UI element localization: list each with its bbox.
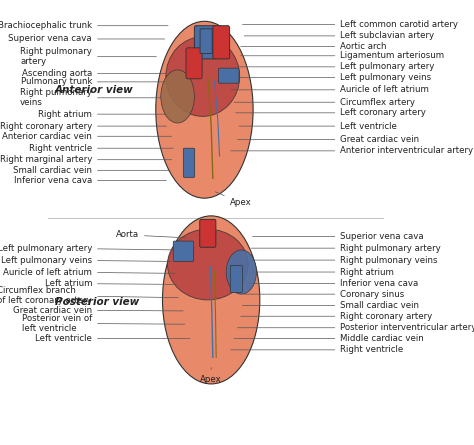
Text: Right coronary artery: Right coronary artery — [241, 312, 433, 321]
FancyBboxPatch shape — [200, 219, 216, 247]
Text: Superior vena cava: Superior vena cava — [253, 232, 424, 241]
Text: Aortic arch: Aortic arch — [241, 42, 387, 51]
Text: Left pulmonary veins: Left pulmonary veins — [1, 255, 172, 265]
Text: Apex: Apex — [201, 368, 222, 384]
FancyBboxPatch shape — [200, 29, 212, 53]
Text: Great cardiac vein: Great cardiac vein — [237, 135, 419, 144]
Text: Auricle of left atrium: Auricle of left atrium — [3, 267, 175, 276]
Ellipse shape — [156, 21, 253, 198]
Text: Left ventricle: Left ventricle — [35, 334, 190, 343]
Text: Auricle of left atrium: Auricle of left atrium — [231, 85, 429, 94]
Text: Right ventricle: Right ventricle — [231, 345, 404, 354]
Text: Inferior vena cava: Inferior vena cava — [247, 279, 419, 288]
Text: Right marginal artery: Right marginal artery — [0, 155, 172, 164]
Text: Right atrium: Right atrium — [38, 109, 168, 119]
Ellipse shape — [167, 229, 248, 300]
Text: Left subclavian artery: Left subclavian artery — [244, 32, 435, 40]
FancyBboxPatch shape — [173, 241, 194, 261]
Text: Anterior interventricular artery: Anterior interventricular artery — [231, 146, 474, 155]
Text: Circumflex branch
of left coronary artery: Circumflex branch of left coronary arter… — [0, 286, 178, 305]
Text: Aorta: Aorta — [116, 231, 187, 239]
Text: Left pulmonary artery: Left pulmonary artery — [0, 244, 173, 253]
Text: Left ventricle: Left ventricle — [239, 121, 397, 130]
Text: Coronary sinus: Coronary sinus — [244, 290, 405, 299]
FancyBboxPatch shape — [219, 68, 239, 83]
Text: Anterior view: Anterior view — [55, 85, 134, 95]
FancyBboxPatch shape — [186, 48, 202, 79]
Text: Superior vena cava: Superior vena cava — [9, 34, 165, 44]
Text: Small cardiac vein: Small cardiac vein — [13, 166, 170, 175]
Text: Brachiocephalic trunk: Brachiocephalic trunk — [0, 21, 168, 30]
Text: Right ventricle: Right ventricle — [29, 144, 173, 153]
Text: Ligamentum arteriosum: Ligamentum arteriosum — [241, 51, 445, 60]
Text: Small cardiac vein: Small cardiac vein — [243, 301, 419, 310]
Ellipse shape — [226, 250, 256, 294]
Text: Right coronary artery: Right coronary artery — [0, 121, 166, 130]
Text: Left pulmonary artery: Left pulmonary artery — [237, 62, 435, 71]
Ellipse shape — [163, 216, 260, 384]
Text: Right pulmonary
veins: Right pulmonary veins — [20, 88, 161, 108]
FancyBboxPatch shape — [194, 26, 216, 59]
Text: Right pulmonary
artery: Right pulmonary artery — [20, 47, 156, 66]
Text: Right pulmonary veins: Right pulmonary veins — [249, 255, 438, 265]
Text: Ascending aorta: Ascending aorta — [22, 69, 166, 78]
Text: Left coronary artery: Left coronary artery — [236, 108, 426, 117]
Text: Posterior interventricular artery: Posterior interventricular artery — [237, 323, 474, 332]
Ellipse shape — [161, 70, 194, 123]
Ellipse shape — [166, 37, 240, 116]
Text: Pulmonary trunk: Pulmonary trunk — [20, 77, 165, 86]
Text: Right pulmonary artery: Right pulmonary artery — [251, 244, 441, 253]
FancyBboxPatch shape — [213, 26, 229, 59]
FancyBboxPatch shape — [230, 265, 242, 292]
Text: Posterior view: Posterior view — [55, 297, 139, 307]
Text: Posterior vein of
left ventricle: Posterior vein of left ventricle — [22, 314, 185, 333]
Text: Left pulmonary veins: Left pulmonary veins — [237, 73, 431, 82]
Text: Anterior cardiac vein: Anterior cardiac vein — [2, 132, 172, 141]
FancyBboxPatch shape — [183, 148, 195, 178]
Text: Middle cardiac vein: Middle cardiac vein — [234, 334, 424, 343]
Text: Great cardiac vein: Great cardiac vein — [13, 306, 183, 315]
Text: Circumflex artery: Circumflex artery — [234, 98, 415, 107]
Text: Left atrium: Left atrium — [45, 279, 176, 288]
Text: Inferior vena cava: Inferior vena cava — [14, 176, 166, 185]
Text: Right atrium: Right atrium — [251, 267, 394, 276]
Text: Left common carotid artery: Left common carotid artery — [243, 20, 458, 29]
Text: Apex: Apex — [215, 192, 251, 207]
